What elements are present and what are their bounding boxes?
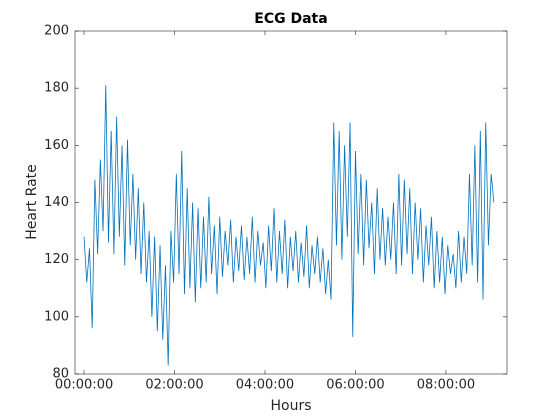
x-tick-label: 06:00:00	[326, 378, 384, 393]
x-tick-label: 04:00:00	[236, 378, 294, 393]
y-axis-label: Heart Rate	[24, 164, 40, 240]
y-tick-label: 140	[44, 195, 69, 210]
y-tick-label: 120	[44, 252, 69, 267]
y-tick-label: 100	[44, 309, 69, 324]
y-tick-label: 80	[52, 367, 69, 382]
x-tick-label: 00:00:00	[55, 378, 113, 393]
x-tick-label: 02:00:00	[145, 378, 203, 393]
y-tick-label: 200	[44, 24, 69, 39]
x-axis-label: Hours	[270, 398, 311, 414]
y-tick-label: 180	[44, 81, 69, 96]
chart-title: ECG Data	[254, 11, 327, 27]
y-tick-label: 160	[44, 138, 69, 153]
data-line	[83, 85, 495, 366]
x-tick-label: 08:00:00	[417, 378, 475, 393]
